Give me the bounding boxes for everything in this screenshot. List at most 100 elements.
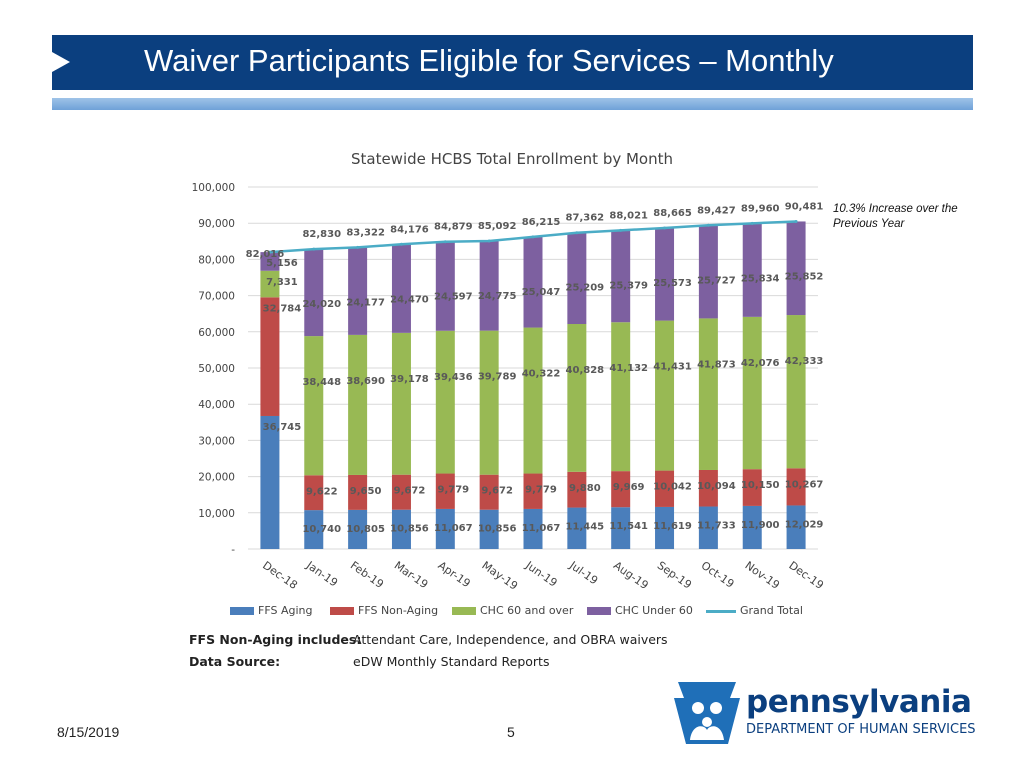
bar-segment	[348, 509, 368, 549]
legend-swatch	[230, 607, 254, 615]
bar-segment	[260, 270, 280, 298]
note-text: eDW Monthly Standard Reports	[353, 654, 550, 669]
data-label: 11,900	[741, 520, 780, 531]
data-label: 40,322	[522, 369, 561, 380]
bar-segment	[479, 330, 499, 475]
bar-segment	[698, 225, 718, 319]
y-tick-label: 60,000	[198, 327, 235, 339]
title-underline-bar	[52, 98, 973, 110]
note-row: Data Source:	[189, 654, 280, 669]
y-tick-label: 100,000	[192, 182, 235, 194]
data-label: 9,880	[569, 483, 601, 494]
legend-label: FFS Aging	[258, 604, 313, 617]
legend-item-ffs-non-aging: FFS Non-Aging	[330, 604, 438, 617]
legend-label: FFS Non-Aging	[358, 604, 439, 617]
legend-item-chc-under-60: CHC Under 60	[587, 604, 693, 617]
bar-segment	[567, 324, 587, 472]
note-row: eDW Monthly Standard Reports	[353, 654, 549, 669]
data-label: 11,619	[653, 521, 692, 532]
bar-segment	[260, 252, 280, 271]
data-label: 9,622	[306, 486, 338, 497]
data-label: 10,150	[741, 480, 780, 491]
bar-segment	[523, 236, 543, 328]
bar-segment	[567, 232, 587, 325]
data-label: 10,856	[478, 524, 517, 535]
bar-segment	[523, 508, 543, 549]
data-label: 10,856	[390, 524, 429, 535]
data-label: 24,470	[390, 294, 429, 305]
data-label: 10,042	[653, 482, 692, 493]
bar-segment	[611, 322, 631, 472]
legend-label: Grand Total	[740, 604, 803, 617]
bar-segment	[786, 505, 806, 549]
y-tick-label: 90,000	[198, 218, 235, 230]
data-label: 11,067	[522, 523, 561, 534]
x-tick-label: Apr-19	[436, 559, 473, 590]
title-arrow-icon	[52, 52, 70, 72]
legend-swatch	[330, 607, 354, 615]
bar-segment	[611, 230, 631, 323]
legend-label: CHC Under 60	[615, 604, 693, 617]
y-tick-label: 10,000	[198, 508, 235, 520]
grand-total-label: 82,016	[246, 249, 285, 260]
grand-total-label: 84,176	[390, 224, 429, 235]
grand-total-label: 82,830	[302, 229, 341, 240]
data-label: 24,775	[478, 291, 517, 302]
bar-segment	[435, 508, 455, 549]
bar-segment	[348, 474, 368, 510]
slide-title: Waiver Participants Eligible for Service…	[144, 43, 834, 78]
grand-total-point	[575, 231, 579, 235]
bar-segment	[698, 318, 718, 470]
data-label: 25,047	[522, 287, 561, 298]
y-tick-label: 20,000	[198, 472, 235, 484]
legend-line-swatch	[706, 609, 736, 613]
data-label: 36,745	[263, 422, 302, 433]
bar-segment	[523, 473, 543, 509]
grand-total-label: 87,362	[566, 213, 605, 224]
x-tick-label: Dec-18	[260, 559, 300, 592]
grand-total-point	[487, 239, 491, 243]
bar-segment	[698, 469, 718, 507]
data-label: 11,733	[697, 521, 736, 532]
data-label: 39,436	[434, 372, 473, 383]
bar-segment	[742, 469, 762, 506]
data-label: 38,690	[346, 376, 385, 387]
data-label: 40,828	[566, 365, 605, 376]
logo-department: DEPARTMENT OF HUMAN SERVICES	[746, 722, 976, 737]
bar-segment	[742, 223, 762, 317]
y-tick-label: 50,000	[198, 363, 235, 375]
note-row: FFS Non-Aging includes:	[189, 632, 361, 647]
data-label: 10,740	[302, 524, 341, 535]
bar-segment	[742, 505, 762, 549]
bar-segment	[567, 471, 587, 508]
bar-segment	[611, 471, 631, 508]
x-tick-label: Jul-19	[566, 558, 600, 587]
data-label: 11,067	[434, 523, 473, 534]
data-label: 41,431	[653, 362, 692, 373]
grand-total-point	[399, 242, 403, 246]
data-label: 25,209	[566, 283, 605, 294]
bar-segment	[655, 470, 675, 507]
data-label: 7,331	[266, 277, 298, 288]
slide-date: 8/15/2019	[57, 724, 120, 740]
data-label: 9,969	[613, 482, 645, 493]
bar-segment	[304, 336, 324, 476]
data-label: 12,029	[785, 519, 824, 530]
data-label: 25,727	[697, 275, 736, 286]
bar-segment	[786, 315, 806, 469]
note-label: FFS Non-Aging includes:	[189, 632, 362, 647]
bar-segment	[260, 297, 280, 416]
y-tick-label: 70,000	[198, 291, 235, 303]
grand-total-point	[663, 226, 667, 230]
data-label: 24,020	[302, 299, 341, 310]
grand-total-point	[443, 240, 447, 244]
bar-segment	[479, 240, 499, 331]
bar-segment	[742, 316, 762, 470]
increase-callout: 10.3% Increase over the Previous Year	[833, 203, 958, 230]
bar-segment	[523, 327, 543, 474]
grand-total-point	[794, 219, 798, 223]
data-label: 10,805	[346, 524, 385, 535]
grand-total-label: 83,322	[346, 227, 385, 238]
grand-total-label: 88,021	[609, 210, 648, 221]
x-tick-label: Dec-19	[786, 559, 826, 592]
